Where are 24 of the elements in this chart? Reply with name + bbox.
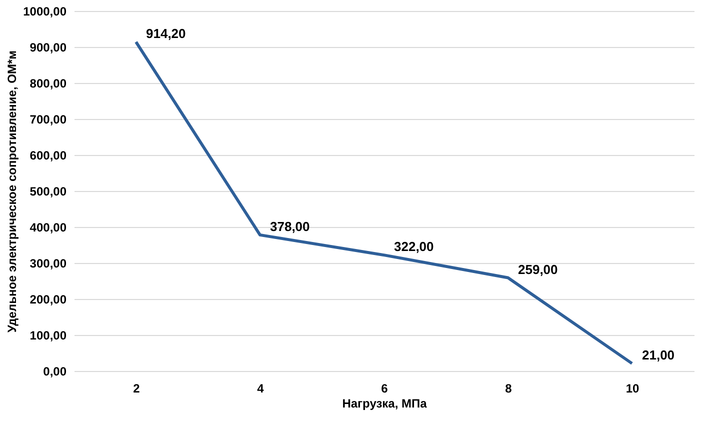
data-label: 322,00 [394,239,434,254]
y-tick-label: 900,00 [30,40,67,54]
y-tick-label: 800,00 [30,76,67,90]
x-tick-label: 8 [505,382,512,396]
y-tick-label: 500,00 [30,184,67,198]
y-tick-label: 0,00 [43,364,67,378]
y-tick-label: 400,00 [30,220,67,234]
y-axis-title: Удельное электрическое сопротивление, ОМ*м [5,50,20,333]
y-tick-label: 600,00 [30,148,67,162]
x-tick-label: 4 [257,382,264,396]
x-tick-label: 6 [381,382,388,396]
y-tick-label: 100,00 [30,328,67,342]
line-series [134,40,634,365]
y-tick-label: 700,00 [30,112,67,126]
y-tick-label: 300,00 [30,256,67,270]
y-tick-label: 1000,00 [23,4,67,18]
data-label: 378,00 [270,218,310,234]
x-tick-label: 2 [133,382,140,396]
data-label: 21,00 [642,347,675,362]
x-tick-label: 10 [626,382,640,396]
data-label: 914,20 [146,26,186,41]
x-axis-title: Нагрузка, МПа [342,396,428,410]
y-tick-label: 200,00 [30,292,67,306]
data-label: 259,00 [518,262,558,277]
